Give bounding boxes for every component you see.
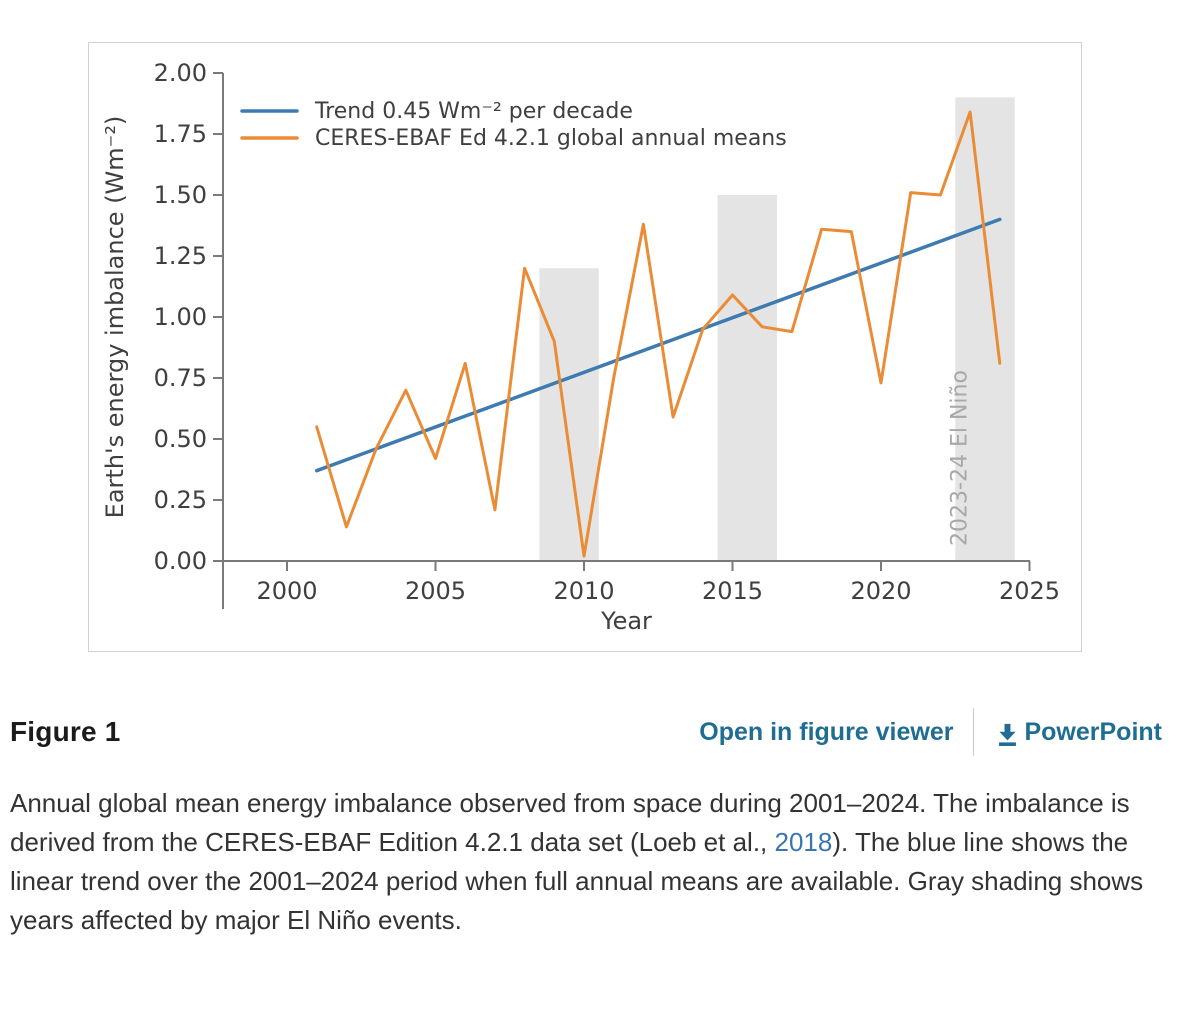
figure-links: Open in figure viewer PowerPoint <box>699 708 1162 756</box>
y-tick-label: 0.50 <box>154 425 207 453</box>
y-tick-label: 2.00 <box>154 59 207 87</box>
x-tick-label: 2010 <box>553 577 614 605</box>
figure-panel: 2023-24 El Niño 2000 2005 2010 2015 2020 2025 0… <box>88 42 1082 652</box>
el-nino-band <box>539 268 599 561</box>
caption-text-after: ). The blue line shows the linear trend … <box>10 827 1144 935</box>
y-tick-label: 1.25 <box>154 242 207 270</box>
legend-label: CERES-EBAF Ed 4.2.1 global annual means <box>315 126 787 151</box>
el-nino-band <box>717 195 777 561</box>
trend-line <box>314 217 1002 473</box>
x-tick-label: 2020 <box>850 577 911 605</box>
x-tick-label: 2015 <box>702 577 763 605</box>
figure-toolbar: Figure 1 Open in figure viewer PowerPoin… <box>10 708 1162 756</box>
el-nino-band <box>955 97 1015 562</box>
caption-text-before: Annual global mean energy imbalance obse… <box>10 788 1130 857</box>
open-figure-viewer-link[interactable]: Open in figure viewer <box>699 717 954 746</box>
caption-reference-link[interactable]: 2018 <box>774 827 833 857</box>
x-axis-label: Year <box>600 607 652 635</box>
figure-caption: Annual global mean energy imbalance obse… <box>10 784 1162 940</box>
y-tick-label: 0.75 <box>154 364 207 392</box>
links-divider <box>973 708 975 756</box>
x-tick-label: 2000 <box>256 577 317 605</box>
article-figure-section: 2023-24 El Niño 2000 2005 2010 2015 2020 2025 0… <box>0 42 1178 940</box>
powerpoint-download-link[interactable]: PowerPoint <box>994 718 1162 747</box>
y-tick-label: 0.00 <box>154 547 207 575</box>
y-tick-label: 0.25 <box>154 486 207 514</box>
figure-title: Figure 1 <box>10 716 121 747</box>
legend-label: Trend 0.45 Wm⁻² per decade <box>314 99 633 124</box>
y-tick-label: 1.00 <box>154 303 207 331</box>
y-tick-label: 1.50 <box>154 181 207 209</box>
download-icon <box>999 723 1017 746</box>
powerpoint-link-label: PowerPoint <box>1024 717 1162 746</box>
x-tick-label: 2025 <box>999 577 1060 605</box>
band-label: 2023-24 El Niño <box>947 370 972 546</box>
y-tick-label: 1.75 <box>154 120 207 148</box>
figure-chart: 2023-24 El Niño 2000 2005 2010 2015 2020 2025 0… <box>101 59 1060 635</box>
annual-means-line <box>315 110 1002 558</box>
y-axis-label: Earth's energy imbalance (Wm⁻²) <box>101 116 129 519</box>
x-tick-label: 2005 <box>405 577 466 605</box>
